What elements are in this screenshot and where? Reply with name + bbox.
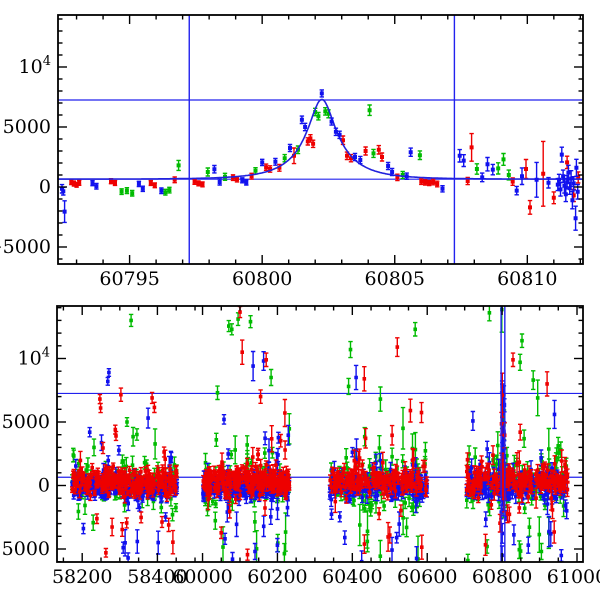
error-bars-r — [70, 306, 570, 561]
axes-frame — [57, 14, 584, 265]
x-tick-label: 60810 — [497, 268, 557, 290]
x-tick-label: 60805 — [365, 268, 425, 290]
axis-ticks — [58, 15, 583, 264]
y-tick-label: 0 — [38, 474, 50, 496]
x-tick-label: 61000 — [547, 566, 600, 588]
y-tick-label: −5000 — [0, 236, 51, 258]
x-tick-label: 60795 — [99, 268, 159, 290]
y-tick-label: 104 — [18, 346, 50, 370]
model-lightcurve-fit — [58, 98, 582, 180]
data-points-g — [119, 108, 511, 196]
x-tick-label: 60800 — [232, 268, 292, 290]
y-tick-label: 0 — [39, 176, 51, 198]
axis-ticks — [57, 306, 583, 563]
x-tick-label: 60600 — [397, 566, 457, 588]
x-tick-label: 58200 — [52, 566, 112, 588]
y-tick-label: 5000 — [3, 116, 51, 138]
x-tick-label: 60400 — [322, 566, 382, 588]
error-bars-g — [70, 306, 569, 562]
error-bars-r — [69, 132, 581, 215]
x-tick-label: 60200 — [247, 566, 307, 588]
y-tick-label: 5000 — [2, 411, 50, 433]
data-points-b — [60, 91, 580, 221]
y-tick-label: −5000 — [0, 538, 50, 560]
axis-tick-labels: 60795 60800 60805 60810 −5000 0 5000 104 — [0, 54, 558, 290]
y-tick-label: 104 — [19, 54, 51, 78]
data-area — [57, 306, 583, 562]
data-points-r — [70, 310, 570, 557]
x-tick-label: 58400 — [127, 566, 187, 588]
data-points-r — [69, 136, 581, 210]
data-area — [58, 15, 583, 264]
top-panel-zoom-lightcurve: 60795 60800 60805 60810 −5000 0 5000 104 — [0, 14, 584, 290]
x-tick-label: 60800 — [472, 566, 532, 588]
error-bars-g — [119, 104, 511, 197]
x-tick-label: 60000 — [172, 566, 232, 588]
data-points-b — [70, 359, 569, 562]
data-points-g — [70, 307, 569, 562]
